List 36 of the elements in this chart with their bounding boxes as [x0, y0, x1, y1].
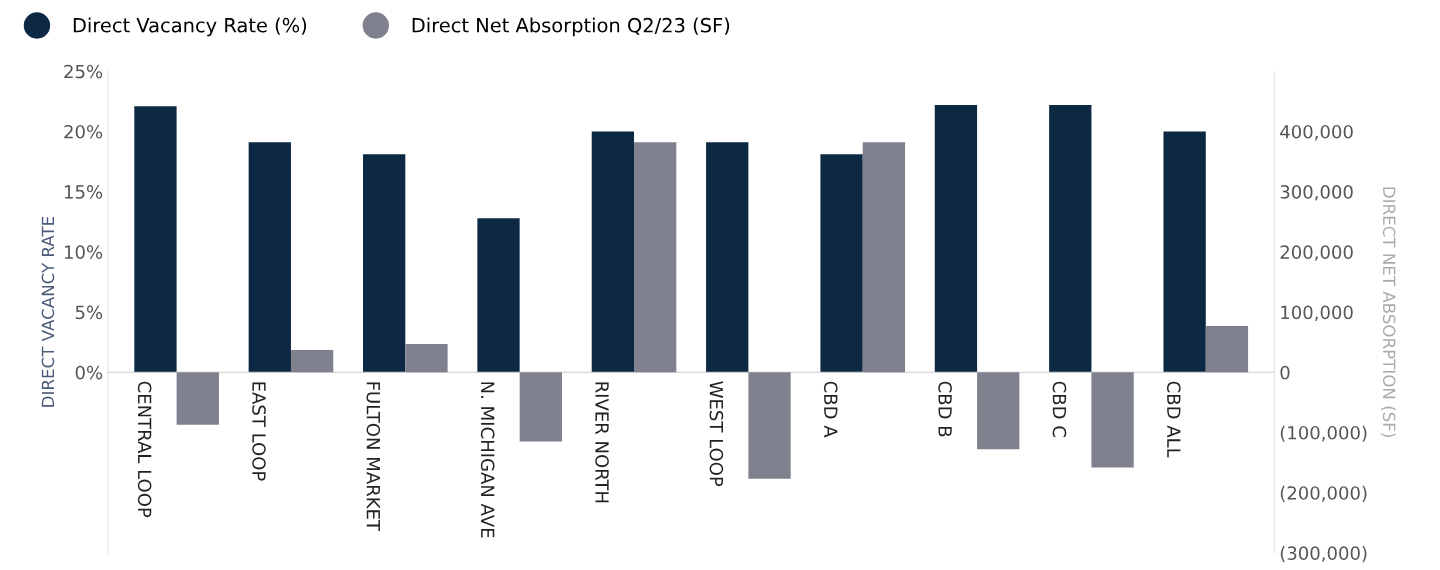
x-tick-label: WEST LOOP — [709, 381, 724, 487]
y-axis-title: DIRECT VACANCY RATE — [41, 216, 55, 407]
x-tick-label: N. MICHIGAN AVE — [480, 382, 495, 538]
y-tick-label: 25% — [64, 64, 103, 79]
y-tick-label: 10% — [64, 245, 103, 259]
y2-tick-label: 400,000 — [1280, 124, 1353, 141]
y-tick-label: 15% — [64, 185, 103, 199]
y2-tick-label: 0 — [1280, 365, 1290, 380]
y2-tick-label: (100,000) — [1280, 425, 1367, 442]
bar — [706, 142, 749, 373]
bar — [1163, 131, 1206, 373]
x-tick-label: EAST LOOP — [252, 382, 266, 481]
bar — [363, 154, 406, 373]
y-tick-label: 5% — [75, 305, 103, 320]
y-tick-label: 20% — [64, 124, 103, 139]
bar — [934, 104, 978, 373]
x-tick-label: CENTRAL LOOP — [137, 381, 152, 518]
y2-tick-label: 100,000 — [1281, 305, 1353, 322]
x-tick-label: FULTON MARKET — [366, 382, 381, 532]
x-tick-label: CBD ALL — [1166, 381, 1181, 458]
y2-tick-label: 300,000 — [1280, 185, 1353, 201]
y2-tick-label: (200,000) — [1280, 485, 1367, 502]
x-tick-label: CBD B — [938, 381, 952, 437]
y2-tick-label: 200,000 — [1280, 245, 1353, 261]
x-tick-label: RIVER NORTH — [595, 382, 609, 503]
y2-axis-title: DIRECT NET ABSORPTION (SF) — [1380, 187, 1396, 437]
x-tick-label: CBD C — [1052, 381, 1067, 437]
x-tick-label: CBD A — [823, 381, 838, 438]
bar — [248, 142, 291, 373]
legend-label: Direct Vacancy Rate (%) — [73, 17, 307, 37]
y2-tick-label: (300,000) — [1280, 546, 1367, 563]
bar — [1049, 104, 1092, 373]
bar — [134, 106, 177, 373]
legend-label: Direct Net Absorption Q2/23 (SF) — [412, 17, 730, 37]
y-tick-label: 0% — [75, 365, 103, 380]
bar — [477, 218, 520, 373]
